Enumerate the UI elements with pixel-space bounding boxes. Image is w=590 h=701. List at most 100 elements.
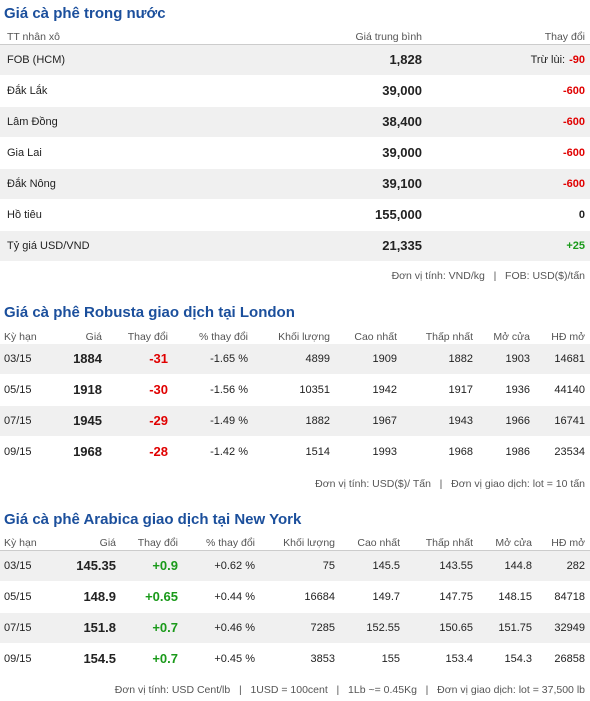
volume: 7285 [310,622,335,634]
volume: 4899 [305,353,330,365]
header-cell: Khối lượng [283,537,335,549]
open: 148.15 [498,591,532,603]
price: 39,100 [382,176,422,191]
open: 1966 [505,415,530,427]
row-band [0,406,590,436]
header-cell: Khối lượng [278,331,330,343]
header-rule [0,550,590,551]
term: 03/15 [4,353,32,365]
header-cell: Thấp nhất [425,331,473,343]
item-name: Lâm Đồng [7,116,58,128]
pct-change: +0.62 % [214,560,255,572]
row-band [0,138,590,168]
term: 09/15 [4,446,32,458]
header-cell: Cao nhất [357,537,400,549]
row-band [0,437,590,467]
price: 1884 [73,351,102,366]
footnote: Đơn vị tính: VND/kg | FOB: USD($)/tấn [391,270,585,282]
change: -600 [562,85,585,97]
price: 154.5 [83,651,116,666]
open: 1936 [505,384,530,396]
low: 1917 [448,384,473,396]
change: -30 [149,382,168,397]
high: 152.55 [366,622,400,634]
high: 155 [381,653,400,665]
open-interest: 282 [566,560,585,572]
open: 151.75 [498,622,532,634]
header-cell: Kỳ hạn [4,331,37,343]
header-cell: % thay đổi [198,331,248,343]
price: 38,400 [382,114,422,129]
header-cell: % thay đổi [205,537,255,549]
item-name: FOB (HCM) [7,54,66,66]
low: 147.75 [439,591,473,603]
header-cell: Thay đổi [137,537,178,549]
high: 145.5 [372,560,400,572]
price: 39,000 [382,145,422,160]
pct-change: -1.65 % [210,353,248,365]
change: -600 [562,116,585,128]
footnote: Đơn vị tính: USD($)/ Tấn | Đơn vị giao d… [315,478,585,490]
change-note: Trừ lùi: [530,54,566,66]
change: -90 [569,54,585,66]
header-cell: Giá [85,331,102,343]
term: 03/15 [4,560,32,572]
pct-change: -1.42 % [210,446,248,458]
row-band [0,613,590,643]
term: 09/15 [4,653,32,665]
header-cell: Cao nhất [354,331,397,343]
pct-change: +0.46 % [214,622,255,634]
open-interest: 14681 [554,353,585,365]
open-interest: 32949 [554,622,585,634]
volume: 3853 [310,653,335,665]
change: +25 [566,240,585,252]
row-band [0,344,590,374]
row-band [0,76,590,106]
header-cell: Thấp nhất [425,537,473,549]
low: 150.65 [439,622,473,634]
open-interest: 23534 [554,446,585,458]
price: 1918 [73,382,102,397]
item-name: Đắk Nông [7,178,56,190]
open: 1986 [505,446,530,458]
low: 1943 [448,415,473,427]
price: 1945 [73,413,102,428]
row-band [0,45,590,75]
volume: 10351 [299,384,330,396]
low: 143.55 [439,560,473,572]
pct-change: +0.44 % [214,591,255,603]
change: -31 [149,351,168,366]
row-band [0,375,590,405]
row-band [0,107,590,137]
high: 1942 [372,384,397,396]
high: 1909 [372,353,397,365]
low: 153.4 [445,653,473,665]
section-title: Giá cà phê Arabica giao dịch tại New Yor… [4,511,302,528]
volume: 1882 [305,415,330,427]
open-interest: 16741 [554,415,585,427]
term: 07/15 [4,622,32,634]
price: 1,828 [389,52,422,67]
footnote: Đơn vị tính: USD Cent/lb | 1USD = 100cen… [114,684,585,696]
term: 07/15 [4,415,32,427]
header-cell: Thay đổi [127,331,168,343]
change: +0.9 [152,558,178,573]
volume: 1514 [305,446,330,458]
header-cell: TT nhân xô [7,31,60,43]
item-name: Hồ tiêu [7,209,42,221]
row-band [0,200,590,230]
item-name: Đắk Lắk [7,85,48,97]
header-cell: Mở cửa [493,331,530,343]
change: 0 [578,209,585,221]
open: 144.8 [504,560,532,572]
low: 1968 [448,446,473,458]
change: -600 [562,178,585,190]
term: 05/15 [4,384,32,396]
row-band [0,169,590,199]
item-name: Gia Lai [7,147,42,159]
change: -600 [562,147,585,159]
price: 155,000 [375,207,422,222]
price: 1968 [73,444,102,459]
pct-change: +0.45 % [214,653,255,665]
